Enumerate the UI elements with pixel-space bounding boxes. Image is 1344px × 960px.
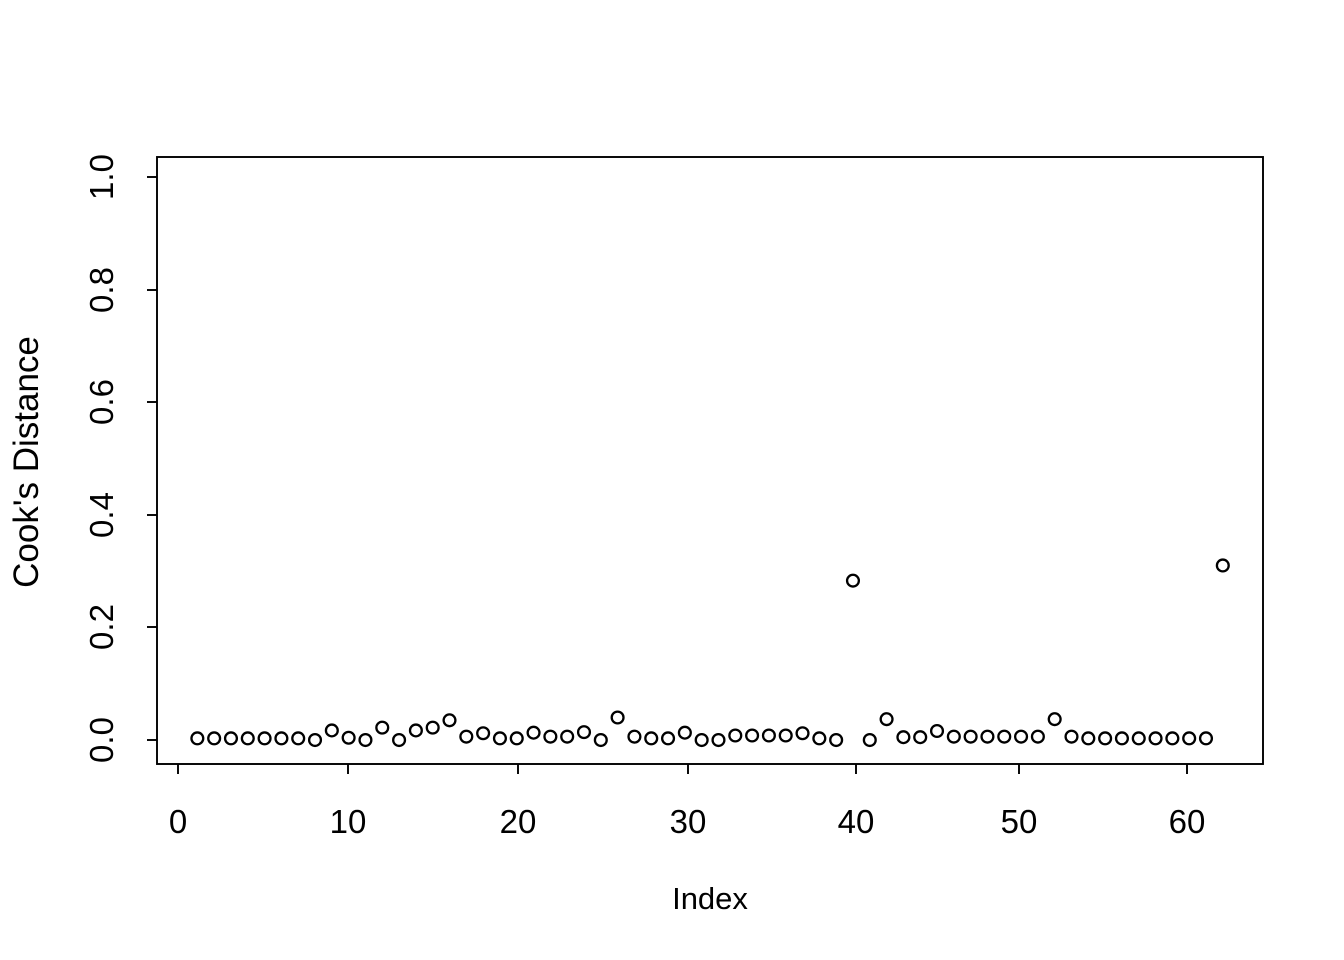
svg-text:50: 50 xyxy=(1001,803,1038,840)
svg-text:Index: Index xyxy=(672,881,748,916)
svg-text:20: 20 xyxy=(500,803,537,840)
svg-text:0.0: 0.0 xyxy=(83,717,120,763)
svg-text:0.8: 0.8 xyxy=(83,267,120,313)
svg-text:10: 10 xyxy=(330,803,367,840)
svg-text:0: 0 xyxy=(169,803,187,840)
svg-text:0.2: 0.2 xyxy=(83,604,120,650)
svg-text:1.0: 1.0 xyxy=(83,154,120,200)
svg-text:30: 30 xyxy=(670,803,707,840)
svg-text:40: 40 xyxy=(838,803,875,840)
svg-text:60: 60 xyxy=(1169,803,1206,840)
svg-text:0.4: 0.4 xyxy=(83,492,120,538)
svg-text:Cook's Distance: Cook's Distance xyxy=(7,336,46,588)
svg-text:0.6: 0.6 xyxy=(83,379,120,425)
